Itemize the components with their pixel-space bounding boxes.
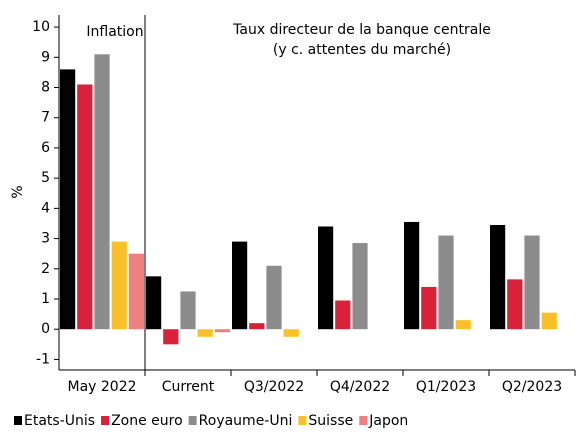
legend-label: Royaume-Uni [199, 413, 293, 429]
y-tick-label: 0 [41, 321, 50, 337]
y-tick-label: -1 [36, 351, 50, 367]
x-tick-label: May 2022 [67, 379, 136, 395]
annotation: (y c. attentes du marché) [273, 42, 451, 58]
y-tick-label: 1 [41, 291, 50, 307]
y-tick-label: 6 [41, 140, 50, 156]
bar [249, 323, 265, 330]
legend-label: Suisse [308, 413, 353, 429]
bar [94, 54, 110, 330]
legend-label: Zone euro [111, 413, 183, 429]
bar [438, 235, 454, 330]
bar [111, 241, 127, 330]
bar [60, 69, 76, 330]
legend-label: Japon [368, 413, 408, 429]
x-tick-label: Current [162, 379, 215, 395]
legend-swatch [188, 416, 197, 425]
bar [421, 286, 437, 330]
bar [490, 224, 506, 330]
bar [214, 329, 230, 333]
y-tick-label: 5 [41, 170, 50, 186]
legend-swatch [298, 416, 307, 425]
bar [128, 253, 144, 330]
x-tick-label: Q2/2023 [502, 379, 562, 395]
y-axis-label: % [10, 185, 26, 198]
bar [163, 329, 179, 345]
bar [266, 265, 282, 330]
legend-swatch [359, 416, 368, 425]
bar [283, 329, 299, 337]
x-tick-label: Q4/2022 [330, 379, 390, 395]
y-tick-label: 3 [41, 231, 50, 247]
bar [507, 279, 523, 330]
bar [77, 84, 93, 330]
y-tick-label: 10 [32, 19, 50, 35]
bar [541, 312, 557, 330]
legend-label: Etats-Unis [24, 413, 95, 429]
bar [524, 235, 540, 330]
bar [455, 320, 471, 330]
y-tick-label: 7 [41, 110, 50, 126]
bar [180, 291, 196, 330]
annotation: Taux directeur de la banque centrale [232, 22, 491, 38]
bar [352, 243, 368, 330]
y-tick-label: 9 [41, 49, 50, 65]
bar [335, 300, 351, 330]
legend-swatch [101, 416, 110, 425]
bar [146, 276, 162, 330]
y-tick-label: 2 [41, 261, 50, 277]
legend-swatch [14, 416, 22, 425]
x-tick-label: Q3/2022 [244, 379, 304, 395]
x-tick-label: Q1/2023 [416, 379, 476, 395]
bar [318, 226, 334, 330]
bar [232, 241, 248, 330]
y-tick-label: 8 [41, 80, 50, 96]
y-tick-label: 4 [41, 200, 50, 216]
annotation: Inflation [86, 24, 143, 40]
bar [197, 329, 213, 337]
bar [404, 221, 420, 330]
